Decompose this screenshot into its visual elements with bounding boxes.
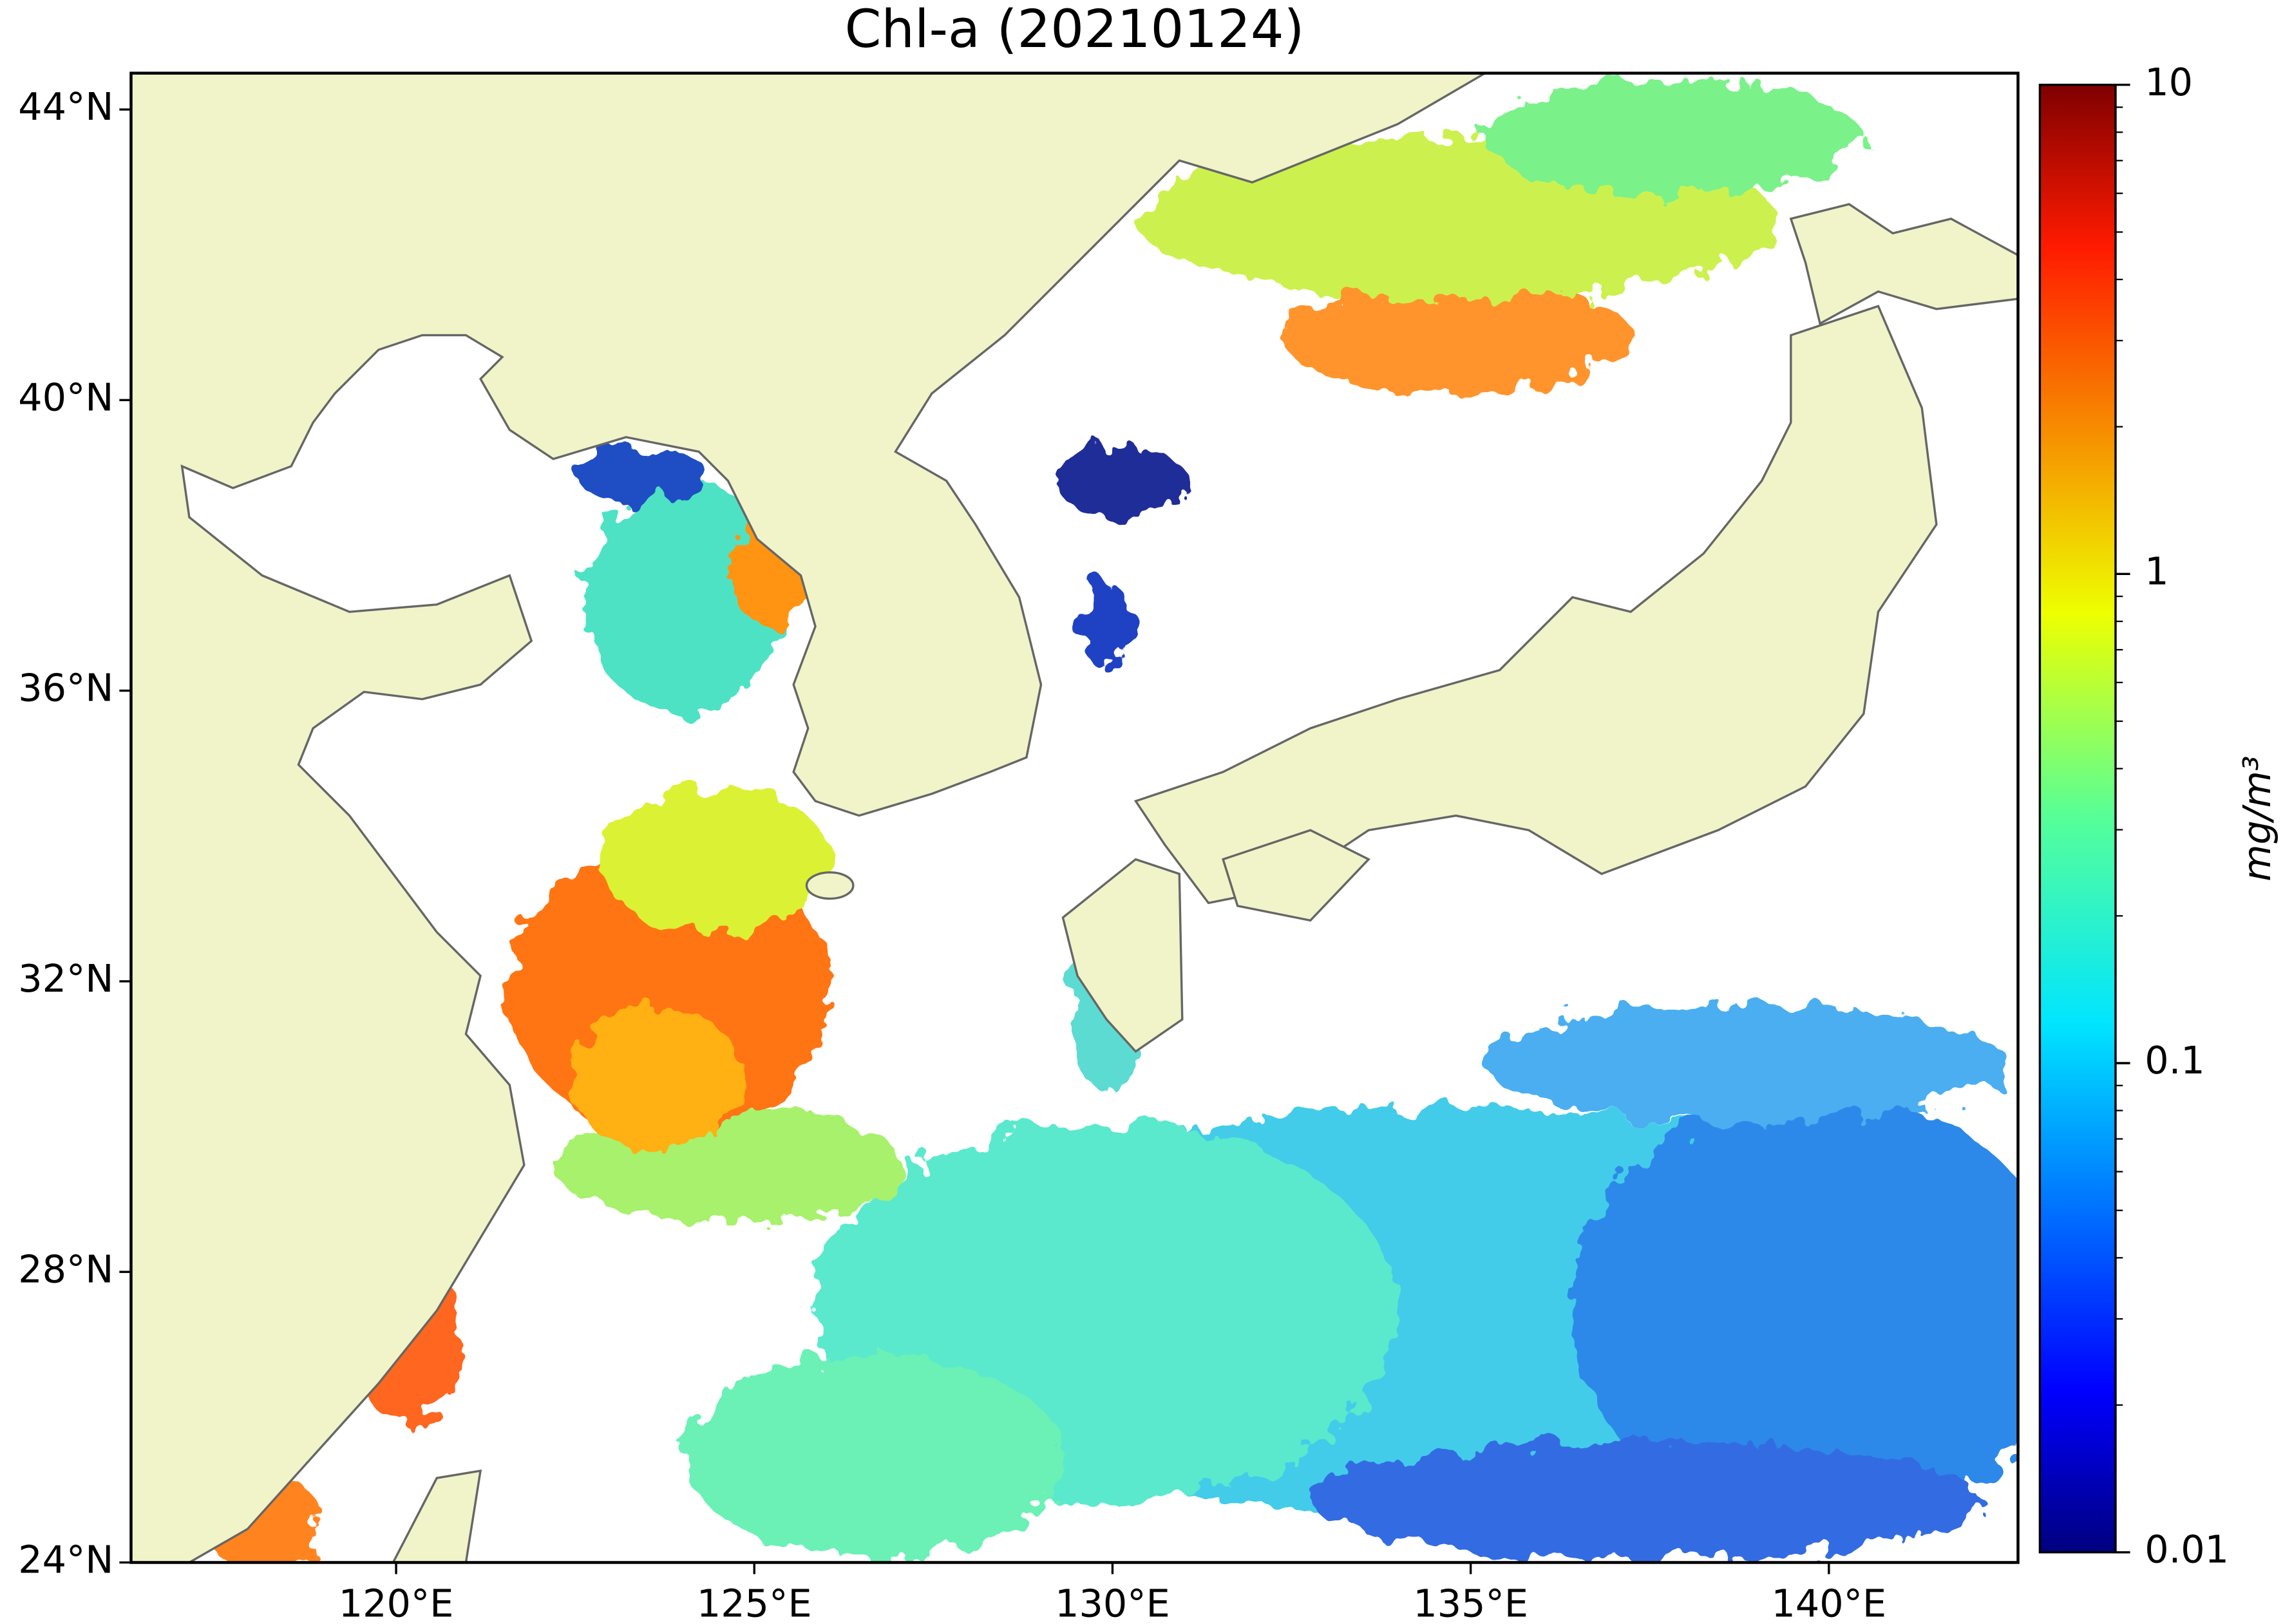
data-layer xyxy=(131,73,2018,1563)
lat-tick-label: 44°N xyxy=(18,84,113,129)
lat-tick-label: 28°N xyxy=(18,1247,113,1291)
lat-tick-label: 36°N xyxy=(18,666,113,710)
map-frame xyxy=(129,71,2020,1564)
lat-tick-label: 24°N xyxy=(18,1538,113,1582)
lat-tick-label: 40°N xyxy=(18,375,113,419)
mainland xyxy=(131,73,1488,1563)
chl-field xyxy=(204,80,2018,1563)
colorbar-tick-label: 10 xyxy=(2145,60,2193,104)
taiwan xyxy=(392,1469,482,1563)
lon-tick-label: 130°E xyxy=(1055,1581,1170,1624)
land xyxy=(131,73,2018,1563)
lon-tick-label: 120°E xyxy=(339,1581,454,1624)
lat-tick-label: 32°N xyxy=(18,956,113,1001)
lon-tick-label: 140°E xyxy=(1772,1581,1887,1624)
jeju xyxy=(805,871,855,900)
kyushu xyxy=(1061,858,1184,1053)
lon-tick-label: 125°E xyxy=(697,1581,812,1624)
colorbar-tick-label: 0.01 xyxy=(2145,1527,2229,1572)
colorbar-label: mg/m³ xyxy=(2235,756,2279,882)
colorbar-tick-label: 0.1 xyxy=(2145,1038,2204,1082)
colorbar xyxy=(2038,84,2117,1554)
hokkaido xyxy=(1789,203,2018,326)
shikoku xyxy=(1221,829,1371,922)
colorbar-tick-label: 1 xyxy=(2145,549,2168,593)
lon-tick-label: 135°E xyxy=(1413,1581,1528,1624)
map-title: Chl-a (20210124) xyxy=(845,0,1305,60)
